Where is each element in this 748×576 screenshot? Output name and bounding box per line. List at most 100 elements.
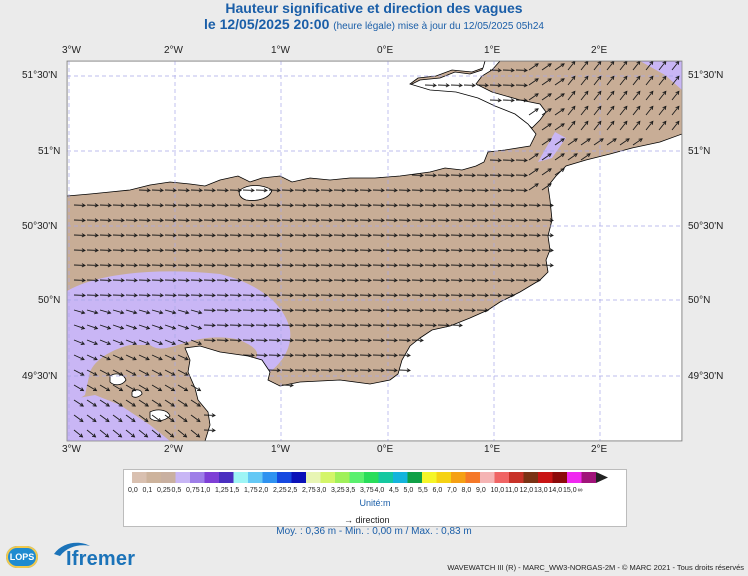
- direction-arrow: [73, 354, 85, 361]
- direction-arrow-head: [289, 383, 294, 388]
- direction-arrow-head: [638, 138, 643, 143]
- direction-arrow-head: [393, 218, 398, 223]
- direction-arrow-head: [354, 233, 359, 238]
- direction-arrow-head: [354, 248, 359, 253]
- direction-arrow-head: [675, 105, 680, 110]
- direction-arrow-head: [237, 248, 242, 253]
- direction-arrow: [125, 414, 136, 422]
- direction-arrow: [177, 384, 188, 391]
- lon-label-top-1: 2°W: [164, 45, 183, 56]
- direction-arrow: [593, 61, 602, 71]
- direction-arrow-head: [560, 63, 565, 68]
- direction-arrow-head: [445, 293, 450, 298]
- direction-arrow-head: [302, 278, 307, 283]
- direction-arrow-head: [80, 341, 86, 345]
- direction-arrow-head: [393, 248, 398, 253]
- lat-label-left-4: 49°30'N: [22, 371, 58, 382]
- direction-arrow-head: [184, 356, 189, 361]
- legend-value: 3,5: [345, 487, 356, 494]
- direction-arrow-head: [354, 308, 359, 313]
- direction-arrow-head: [120, 278, 125, 283]
- legend-swatch: [364, 472, 379, 483]
- direction-arrow-head: [497, 158, 502, 163]
- direction-arrow: [138, 384, 149, 391]
- direction-arrow-head: [393, 278, 398, 283]
- direction-arrow-head: [106, 371, 111, 376]
- direction-arrow-head: [146, 248, 151, 253]
- legend-value: 12,0: [519, 487, 534, 494]
- direction-arrow-head: [146, 203, 151, 208]
- direction-arrow-head: [471, 293, 476, 298]
- direction-arrow: [125, 429, 135, 438]
- direction-arrow-head: [380, 323, 385, 328]
- direction-arrow-head: [146, 278, 151, 283]
- direction-arrow-head: [315, 248, 320, 253]
- direction-arrow-head: [159, 293, 164, 298]
- direction-arrow: [190, 384, 201, 391]
- lat-label-right-4: 49°30'N: [688, 371, 724, 382]
- legend-swatch: [407, 472, 422, 483]
- direction-arrow: [86, 429, 96, 438]
- direction-arrow-head: [536, 263, 541, 268]
- legend-color-bar: [132, 472, 608, 483]
- direction-arrow-head: [81, 233, 86, 238]
- lat-label-left-1: 51°N: [38, 146, 61, 157]
- direction-arrow: [151, 324, 163, 330]
- direction-arrow-head: [510, 293, 515, 298]
- direction-arrow: [541, 78, 552, 86]
- direction-arrow-head: [211, 248, 216, 253]
- direction-arrow-head: [146, 218, 151, 223]
- legend-swatch: [233, 472, 248, 483]
- direction-arrow-head: [367, 308, 372, 313]
- direction-arrow-head: [132, 356, 137, 361]
- direction-arrow-head: [510, 233, 515, 238]
- direction-arrow-head: [106, 356, 111, 361]
- direction-arrow-head: [458, 233, 463, 238]
- direction-arrow-head: [547, 153, 552, 158]
- direction-arrow-head: [419, 293, 424, 298]
- direction-arrow-head: [649, 90, 654, 95]
- direction-arrow-head: [276, 233, 281, 238]
- direction-arrow: [164, 339, 176, 345]
- direction-arrow-head: [107, 263, 112, 268]
- ifremer-logo-icon: [54, 542, 90, 556]
- direction-arrow-head: [649, 75, 654, 80]
- direction-arrow: [580, 106, 589, 116]
- direction-arrow: [177, 414, 188, 422]
- direction-arrow-head: [120, 263, 125, 268]
- legend-swatch: [175, 472, 190, 483]
- direction-arrow-head: [132, 325, 138, 330]
- legend-value: 0,75: [186, 487, 200, 494]
- direction-arrow-head: [341, 278, 346, 283]
- direction-arrow-head: [354, 278, 359, 283]
- direction-arrow-head: [497, 263, 502, 268]
- direction-arrow-head: [237, 293, 242, 298]
- direction-arrow-head: [445, 218, 450, 223]
- direction-arrow-head: [406, 188, 411, 193]
- direction-arrow-head: [171, 325, 177, 330]
- legend-value: 1,0: [200, 487, 211, 494]
- direction-arrow-head: [380, 293, 385, 298]
- direction-arrow-head: [406, 308, 411, 313]
- direction-arrow-head: [406, 278, 411, 283]
- direction-arrow-head: [250, 308, 255, 313]
- direction-arrow-head: [157, 402, 162, 407]
- direction-arrow-head: [432, 323, 437, 328]
- direction-arrow: [99, 429, 109, 438]
- lon-label-bottom-5: 2°E: [591, 444, 608, 455]
- direction-arrow-head: [406, 233, 411, 238]
- direction-arrow-head: [302, 338, 307, 343]
- direction-arrow-head: [432, 293, 437, 298]
- lon-label-top-4: 1°E: [484, 45, 501, 56]
- direction-arrow: [138, 369, 149, 376]
- direction-arrow-head: [432, 278, 437, 283]
- direction-arrow: [541, 153, 552, 161]
- legend-value: 9,0: [476, 487, 486, 494]
- direction-arrow-head: [328, 323, 333, 328]
- direction-arrow-head: [406, 338, 411, 343]
- direction-arrow-head: [367, 293, 372, 298]
- direction-arrow-head: [198, 218, 203, 223]
- legend-value: 11,0: [505, 487, 519, 494]
- direction-arrow-head: [105, 418, 110, 423]
